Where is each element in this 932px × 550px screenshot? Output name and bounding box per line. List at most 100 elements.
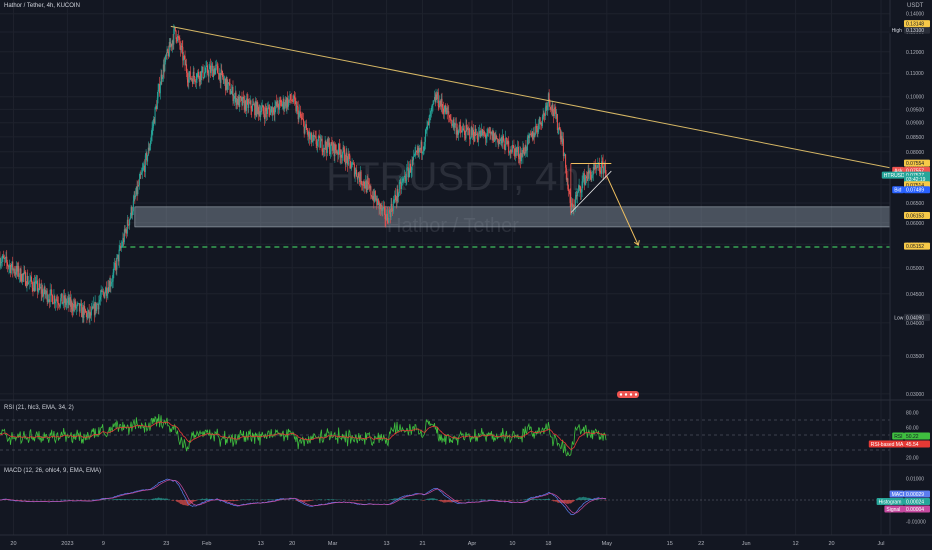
candle-body (248, 102, 250, 108)
candle-body (251, 108, 253, 112)
macd-histogram-bar (556, 500, 558, 503)
candle-body (203, 77, 205, 79)
candle-body (281, 103, 283, 107)
candle-body (291, 100, 293, 102)
macd-histogram-bar (232, 500, 234, 502)
macd-histogram-bar (357, 500, 359, 501)
flag-icon[interactable] (617, 391, 639, 398)
macd-tick: -0.01000 (906, 519, 926, 525)
candle-body (562, 138, 564, 156)
candle-body (126, 219, 128, 234)
macd-histogram-bar (566, 500, 568, 504)
candle-body (567, 178, 569, 190)
candle-body (478, 130, 480, 134)
candle-body (93, 303, 95, 309)
candle-body (151, 128, 153, 135)
candle-body (407, 167, 409, 168)
candle-body (188, 77, 190, 83)
macd-histogram-bar (392, 499, 393, 500)
candle-body (573, 205, 575, 210)
candle-body (122, 238, 124, 246)
candle-body (292, 100, 294, 102)
candle-body (153, 119, 155, 124)
candle-body (395, 199, 397, 202)
candle-body (138, 178, 140, 186)
candle-body (192, 71, 194, 84)
candle-body (531, 131, 533, 137)
candle-body (350, 161, 352, 169)
candle-body (191, 78, 193, 79)
candle-body (432, 103, 434, 105)
macd-histogram-bar (189, 500, 190, 505)
macd-histogram-bar (145, 499, 147, 500)
candle-body (130, 207, 132, 217)
macd-histogram-bar (538, 499, 540, 500)
macd-label-tag (884, 505, 904, 513)
candle-body (519, 152, 521, 159)
candle-body (492, 131, 494, 140)
macd-histogram-bar (540, 499, 542, 500)
macd-histogram-bar (231, 500, 233, 501)
candle-body (389, 211, 391, 218)
rsi-title[interactable]: RSI (21, hlc3, EMA, 34, 2) (4, 405, 74, 411)
candle-body (219, 73, 221, 80)
candle-body (274, 106, 276, 115)
candle-body (348, 154, 350, 156)
candle-body (48, 299, 50, 303)
macd-histogram-bar (543, 499, 545, 500)
candle-body (105, 287, 107, 296)
candle-body (226, 77, 228, 90)
candle-body (294, 98, 296, 102)
candle-body (583, 173, 585, 185)
macd-histogram-bar (442, 500, 444, 503)
candle-body (421, 141, 423, 154)
candle-body (565, 154, 567, 168)
macd-label-text: 0.00024 (906, 500, 924, 506)
candle-body (219, 73, 221, 83)
candle-body (356, 169, 358, 177)
macd-histogram-bar (141, 499, 142, 500)
candle-body (73, 303, 75, 308)
candle-body (36, 280, 38, 282)
candle-body (571, 203, 573, 205)
candle-body (503, 140, 505, 149)
candle-body (315, 136, 317, 145)
candle-body (499, 139, 501, 142)
candle-body (527, 135, 529, 138)
macd-histogram-bar (113, 499, 115, 500)
macd-histogram-bar (191, 500, 193, 504)
macd-title[interactable]: MACD (12, 26, ohlc4, 9, EMA, EMA) (4, 468, 102, 474)
macd-histogram-bar (164, 498, 166, 500)
symbol-title[interactable]: Hathor / Tether, 4h, KUCOIN (4, 3, 80, 9)
macd-histogram-bar (416, 499, 418, 500)
candle-body (154, 107, 156, 124)
rsi-label (904, 440, 930, 448)
candle-body (501, 137, 503, 143)
candle-body (321, 138, 323, 152)
macd-histogram-bar (530, 498, 531, 500)
candle-body (438, 106, 440, 108)
candle-body (165, 55, 167, 57)
macd-histogram-bar (541, 499, 543, 500)
candle-body (272, 107, 274, 113)
price-tick: 0.04500 (906, 292, 924, 298)
candle-body (514, 148, 516, 157)
candle-body (123, 229, 125, 243)
macd-histogram-bar (553, 500, 555, 502)
candle-body (401, 180, 403, 184)
candle-body (476, 133, 478, 139)
candle-body (425, 129, 427, 142)
candle-body (544, 113, 546, 116)
candle-body (201, 66, 203, 71)
macd-histogram-bar (395, 498, 396, 500)
candle-body (37, 289, 39, 292)
macd-histogram-bar (391, 499, 393, 500)
macd-histogram-bar (126, 499, 128, 500)
candle-body (456, 130, 458, 135)
candle-body (575, 195, 577, 198)
macd-histogram-bar (184, 500, 186, 506)
candle-body (78, 303, 80, 304)
macd-histogram-bar (123, 499, 125, 500)
macd-histogram-bar (589, 497, 590, 500)
